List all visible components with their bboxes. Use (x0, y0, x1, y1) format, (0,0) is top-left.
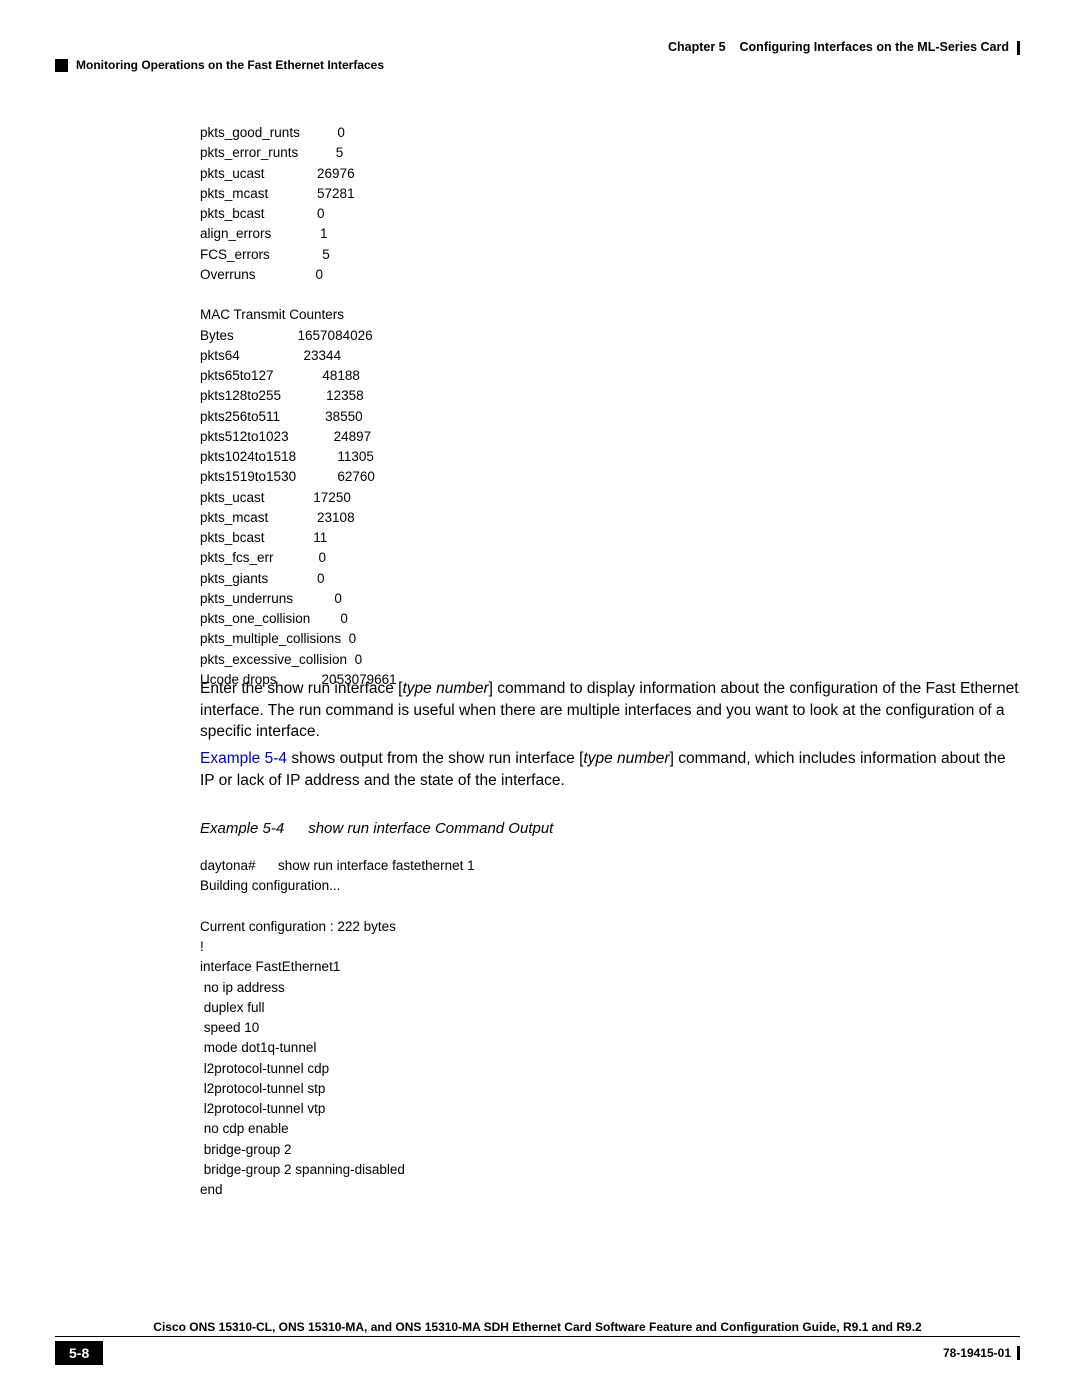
text: command is useful when there are (326, 702, 567, 719)
doc-pipe-icon (1017, 1346, 1020, 1360)
example-caption: Example 5-4 show run interface Command Ou… (200, 820, 553, 837)
guide-title: Cisco ONS 15310-CL, ONS 15310-MA, and ON… (55, 1320, 1020, 1337)
text: shows output from the (287, 750, 444, 767)
chapter-label: Chapter 5 (668, 40, 726, 54)
section-title: Monitoring Operations on the Fast Ethern… (76, 58, 384, 72)
text: ] (670, 750, 679, 767)
show-run-output: daytona# show run interface fastethernet… (200, 856, 475, 1200)
example-label: Example 5-4 (200, 820, 284, 837)
doc-number: 78-19415-01 (943, 1346, 1020, 1361)
paragraph-2: Example 5-4 shows output from the show r… (200, 748, 1020, 791)
command-text: show run interface (263, 680, 398, 697)
command-text: show run interface (444, 750, 579, 767)
text: run (299, 702, 326, 719)
mac-counters-output: pkts_good_runts 0 pkts_error_runts 5 pkt… (200, 123, 397, 690)
text: ] (489, 680, 498, 697)
chapter-title: Configuring Interfaces on the ML-Series … (740, 40, 1009, 54)
header-left: Monitoring Operations on the Fast Ethern… (55, 58, 384, 72)
example-link[interactable]: Example 5-4 (200, 750, 287, 767)
arg-text: type number (583, 750, 669, 767)
header-square-icon (55, 59, 68, 72)
example-text: show run interface Command Output (308, 820, 553, 837)
header-right: Chapter 5 Configuring Interfaces on the … (668, 40, 1020, 55)
arg-text: type number (402, 680, 488, 697)
text: Enter the (200, 680, 263, 697)
header-pipe-icon (1017, 41, 1020, 55)
page-number: 5-8 (55, 1341, 103, 1365)
paragraph-1: Enter the show run interface [type numbe… (200, 678, 1020, 743)
doc-number-text: 78-19415-01 (943, 1346, 1011, 1360)
page-footer: Cisco ONS 15310-CL, ONS 15310-MA, and ON… (55, 1320, 1020, 1365)
